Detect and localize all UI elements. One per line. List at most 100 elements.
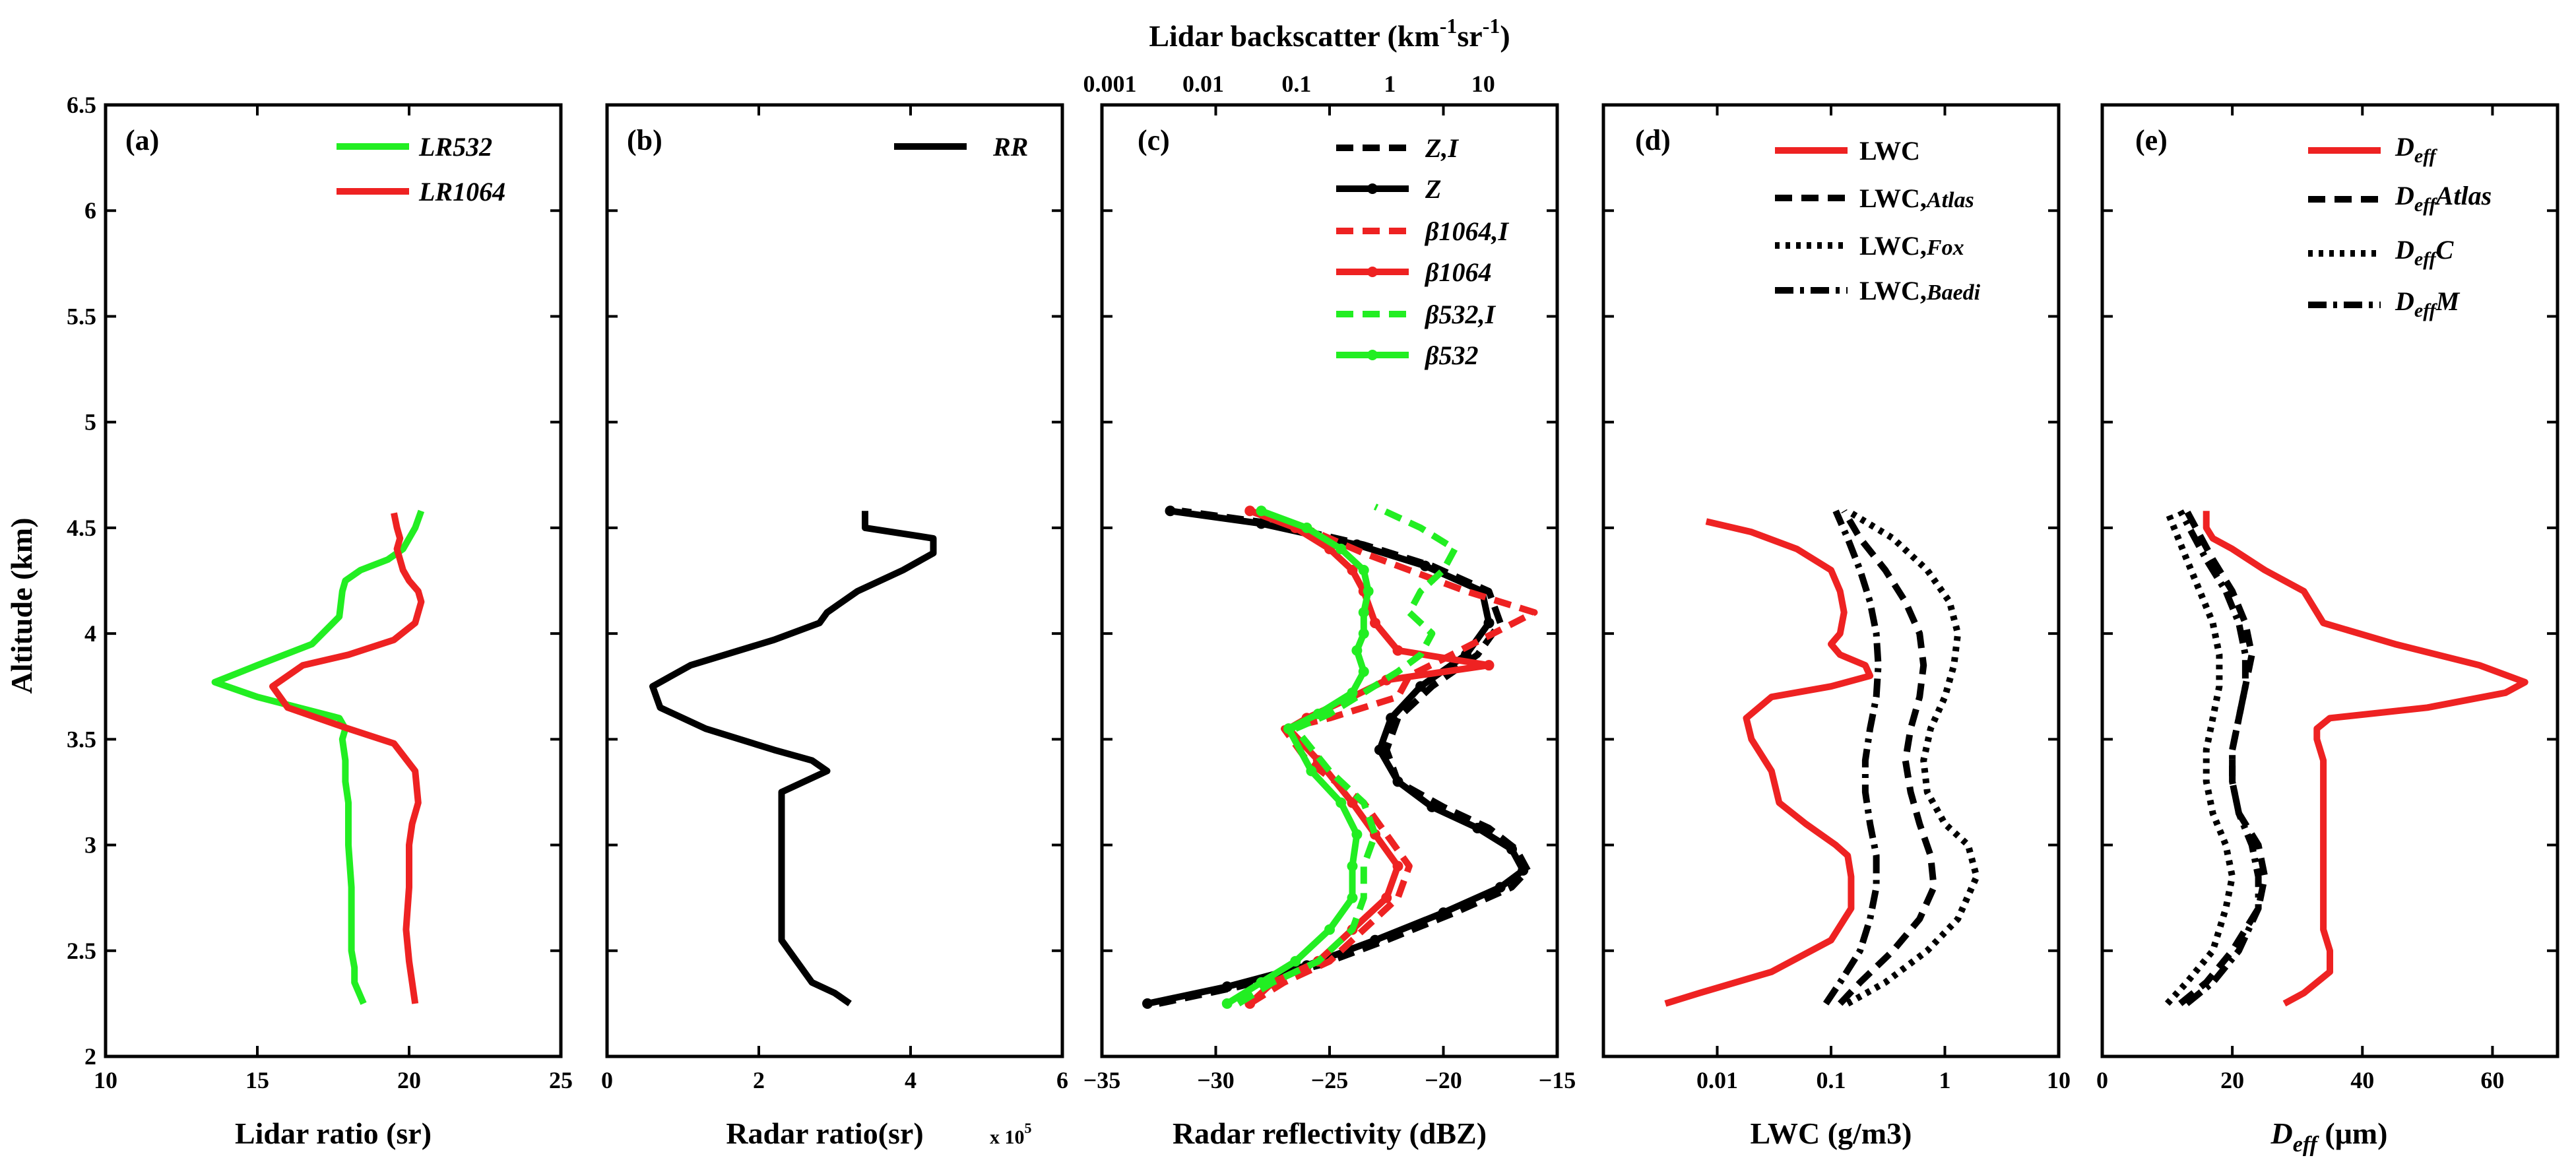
- x-tick-label: 0: [2096, 1067, 2108, 1093]
- y-tick-label: 6.5: [67, 92, 96, 118]
- panel-d-legend: LWC LWC,Atlas LWC,Fox LWC,Baedi: [1775, 136, 1981, 306]
- top-x-tick-label: 0.001: [1083, 71, 1137, 97]
- top-x-tick-label: 1: [1384, 71, 1396, 97]
- panel-a-x-ticks: 10 15 20 25: [94, 105, 573, 1093]
- panel-c-frame: [1100, 103, 1559, 1058]
- x-tick-label: −30: [1197, 1067, 1235, 1093]
- series-point: [1256, 505, 1267, 517]
- x-tick-label: 60: [2480, 1067, 2504, 1093]
- panel-e-x-axis-label: Deff (μm): [2270, 1116, 2388, 1157]
- y-tick-label: 5: [84, 409, 96, 436]
- series-point: [1347, 797, 1358, 808]
- series-point: [1419, 560, 1431, 571]
- x-tick-label: 1: [1939, 1067, 1951, 1093]
- legend-label-deff: Deff: [2395, 132, 2438, 167]
- y-tick-label: 3.5: [67, 726, 96, 752]
- legend-label-deff-atlas: DeffAtlas: [2395, 181, 2492, 216]
- series-point: [1336, 797, 1347, 808]
- panel-b-series: [649, 511, 937, 1007]
- series-line-0-1: [269, 512, 425, 1004]
- series-point: [1438, 907, 1449, 919]
- series-point: [1392, 645, 1403, 656]
- series-point: [1374, 744, 1385, 756]
- series-point: [1256, 518, 1267, 529]
- legend-label-b1064-i: β1064,I: [1424, 216, 1509, 246]
- series-line-4-0: [2203, 511, 2528, 1007]
- y-tick-label: 3: [84, 832, 96, 858]
- panel-b-x-multiplier: x 105: [990, 1120, 1032, 1148]
- panel-c-legend: Z,I Z β1064,I β1064 β532,I β532: [1336, 133, 1509, 370]
- series-point: [1392, 776, 1403, 787]
- y-tick-label: 2.5: [67, 938, 96, 964]
- x-tick-label: −25: [1311, 1067, 1349, 1093]
- series-point: [1483, 660, 1495, 671]
- panel-b-y-ticks: [607, 104, 1062, 1058]
- legend-label-lwc-baedi: LWC,Baedi: [1859, 276, 1981, 306]
- panel-b-legend: RR: [894, 132, 1028, 162]
- series-point: [1244, 505, 1256, 517]
- series-point: [1347, 892, 1358, 903]
- x-tick-label: −35: [1083, 1067, 1121, 1093]
- x-tick-label: 0: [601, 1067, 613, 1093]
- panel-c-series: [1142, 503, 1538, 1009]
- legend-marker-b1064: [1367, 267, 1378, 277]
- x-tick-label: 20: [2220, 1067, 2244, 1093]
- legend-label-lr1064: LR1064: [418, 177, 505, 207]
- x-tick-label: 40: [2350, 1067, 2374, 1093]
- x-tick-label: −20: [1425, 1067, 1462, 1093]
- x-tick-label: 10: [2047, 1067, 2071, 1093]
- panel-e-frame: [2100, 103, 2560, 1058]
- legend-label-deff-m: DeffM: [2395, 286, 2461, 321]
- series-point: [1495, 882, 1506, 893]
- legend-label-b1064: β1064: [1424, 257, 1492, 287]
- series-point: [1358, 666, 1369, 677]
- legend-marker-b532: [1367, 350, 1378, 360]
- series-point: [1351, 829, 1363, 840]
- series-point: [1358, 564, 1369, 575]
- panel-d-x-ticks: 0.01 0.1 1 10: [1696, 105, 2071, 1093]
- series-point: [1358, 607, 1369, 618]
- legend-label-lwc: LWC: [1859, 136, 1920, 166]
- series-line-3-1: [1838, 509, 1937, 1006]
- series-point: [1336, 543, 1347, 554]
- top-x-tick-label: 10: [1471, 71, 1495, 97]
- panel-e: 0 20 40 60 (e) Deff (μm) Deff DeffAtlas Def…: [2096, 103, 2560, 1157]
- panel-b-frame: [605, 103, 1064, 1058]
- x-tick-label: 6: [1056, 1067, 1068, 1093]
- y-tick-label: 2: [84, 1043, 96, 1070]
- series-point: [1370, 618, 1380, 629]
- series-point: [1301, 522, 1312, 533]
- y-tick-label: 6: [84, 197, 96, 224]
- x-tick-label: 0.1: [1817, 1067, 1846, 1093]
- legend-label-z-i: Z,I: [1425, 133, 1459, 163]
- series-point: [1221, 998, 1233, 1009]
- y-tick-label: 4.5: [67, 515, 96, 541]
- series-line-3-2: [1846, 508, 1980, 1007]
- panel-e-x-ticks: 0 20 40 60: [2096, 105, 2504, 1093]
- series-point: [1483, 618, 1495, 629]
- panel-a-frame: [104, 103, 563, 1058]
- x-tick-label: 0.01: [1696, 1067, 1738, 1093]
- series-point: [1221, 981, 1233, 992]
- series-point: [1283, 723, 1294, 734]
- legend-label-lwc-atlas: LWC,Atlas: [1859, 183, 1974, 213]
- x-tick-label: 4: [905, 1067, 917, 1093]
- series-point: [1506, 843, 1517, 855]
- panel-e-legend: Deff DeffAtlas DeffC DeffM: [2308, 132, 2492, 321]
- series-point: [1415, 681, 1426, 692]
- series-point: [1290, 955, 1301, 967]
- series-point: [1461, 649, 1471, 661]
- panel-c: −35 −30 −25 −20 −15 0.001 0.01 0.1 1 10 (c) Rada…: [1083, 14, 1576, 1150]
- x-tick-label: 20: [397, 1067, 421, 1093]
- panel-c-top-ticks: 0.001 0.01 0.1 1 10: [1083, 71, 1495, 97]
- panel-d-label: (d): [1635, 124, 1671, 156]
- legend-label-b532-i: β532,I: [1424, 300, 1496, 329]
- x-tick-label: 2: [753, 1067, 765, 1093]
- series-point: [1347, 860, 1358, 872]
- series-point: [1363, 586, 1374, 597]
- x-tick-label: 10: [94, 1067, 117, 1093]
- series-point: [1312, 708, 1324, 719]
- series-line-2-2: [1248, 507, 1538, 1007]
- panel-a-x-axis-label: Lidar ratio (sr): [235, 1116, 432, 1150]
- x-tick-label: 25: [549, 1067, 573, 1093]
